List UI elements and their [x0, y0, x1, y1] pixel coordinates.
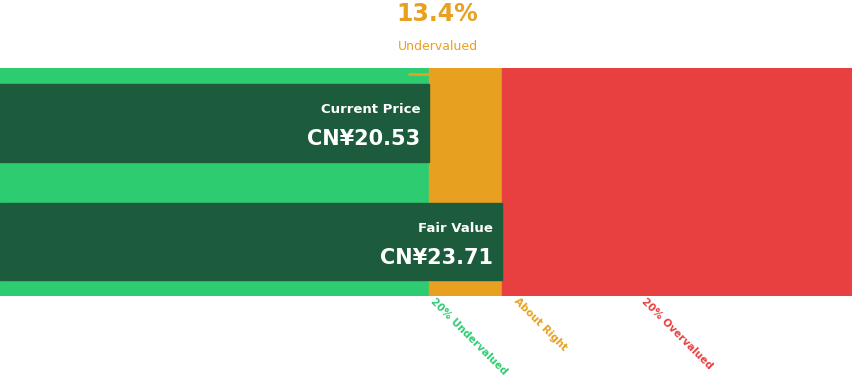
Bar — [429, 68, 501, 296]
Text: CN¥23.71: CN¥23.71 — [380, 248, 492, 268]
Bar — [0, 68, 429, 296]
Text: 20% Overvalued: 20% Overvalued — [639, 296, 714, 371]
Text: Fair Value: Fair Value — [417, 222, 492, 234]
Text: About Right: About Right — [511, 296, 568, 353]
Bar — [0, 84, 429, 162]
Text: Current Price: Current Price — [320, 103, 420, 116]
Text: CN¥20.53: CN¥20.53 — [307, 129, 420, 149]
Text: 13.4%: 13.4% — [396, 2, 478, 26]
Text: 20% Undervalued: 20% Undervalued — [429, 296, 509, 377]
Text: Undervalued: Undervalued — [397, 40, 477, 53]
Bar — [0, 203, 501, 280]
Bar — [501, 68, 852, 296]
